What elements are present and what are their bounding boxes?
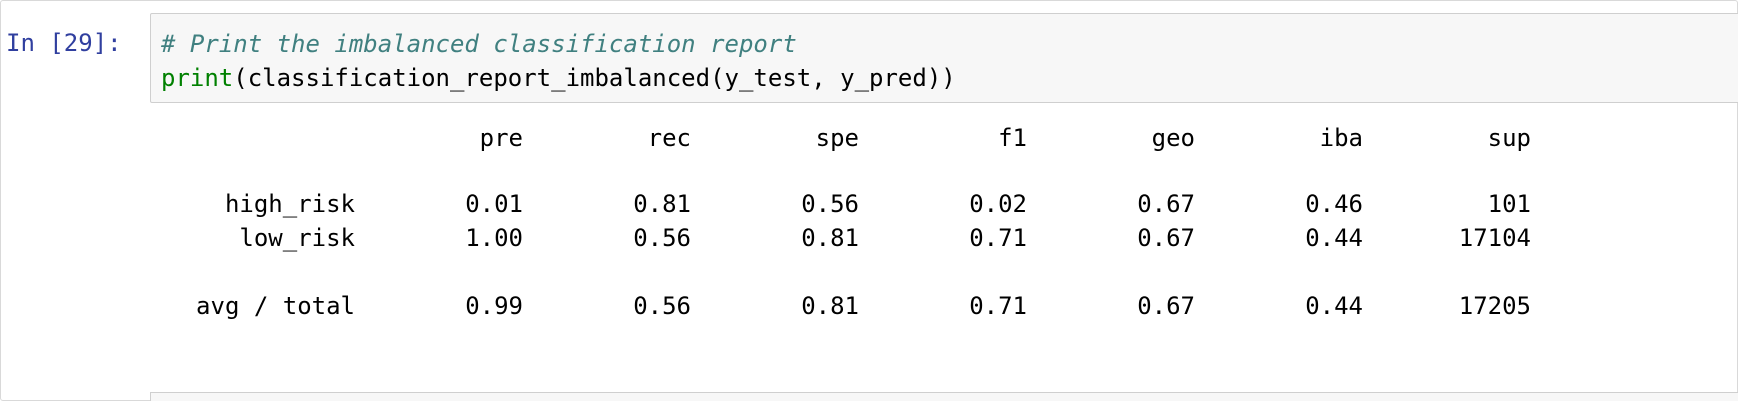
report-header-row: pre rec spe f1 geo iba sup [160,124,1531,152]
report-value: 0.71 [969,224,1027,252]
report-value: 0.02 [969,190,1027,218]
report-value: 0.67 [1137,224,1195,252]
report-header: iba [1319,124,1363,152]
report-value: 0.56 [801,190,859,218]
report-row-label: high_risk [224,190,355,218]
report-value: 0.67 [1137,292,1195,320]
report-value: 0.67 [1137,190,1195,218]
report-header: f1 [998,124,1027,152]
report-value: 0.44 [1305,224,1363,252]
report-value: 0.99 [465,292,523,320]
report-value: 0.81 [801,292,859,320]
report-value: 0.56 [633,292,691,320]
report-value: 17104 [1458,224,1531,252]
code-statement-line: print(classification_report_imbalanced(y… [161,64,956,92]
next-cell-editor[interactable] [150,392,1738,401]
report-value: 17205 [1458,292,1531,320]
report-row-high-risk: high_risk 0.01 0.81 0.56 0.02 0.67 0.46 101 [160,190,1531,218]
report-row-label: low_risk [239,224,355,252]
report-header: rec [647,124,691,152]
report-header: spe [815,124,859,152]
report-value: 101 [1487,190,1531,218]
code-call-args: (classification_report_imbalanced(y_test… [233,64,956,92]
report-header: geo [1151,124,1195,152]
code-builtin-print: print [161,64,234,92]
report-row-low-risk: low_risk 1.00 0.56 0.81 0.71 0.67 0.44 17104 [160,224,1531,252]
code-comment: # Print the imbalanced classification re… [161,30,797,58]
report-row-label: avg / total [196,292,355,320]
report-value: 1.00 [465,224,523,252]
report-value: 0.71 [969,292,1027,320]
report-value: 0.44 [1305,292,1363,320]
report-row-total: avg / total 0.99 0.56 0.81 0.71 0.67 0.44 17205 [160,292,1531,320]
code-comment-line: # Print the imbalanced classification re… [161,30,797,58]
report-value: 0.46 [1305,190,1363,218]
report-value: 0.56 [633,224,691,252]
code-editor[interactable]: # Print the imbalanced classification re… [150,13,1738,103]
report-value: 0.01 [465,190,523,218]
report-header: sup [1487,124,1531,152]
report-value: 0.81 [801,224,859,252]
report-header: pre [479,124,523,152]
report-value: 0.81 [633,190,691,218]
input-prompt: In [29]: [6,29,122,57]
cell-output: pre rec spe f1 geo iba sup high_risk 0.01 0.81 0.… [150,110,1710,380]
